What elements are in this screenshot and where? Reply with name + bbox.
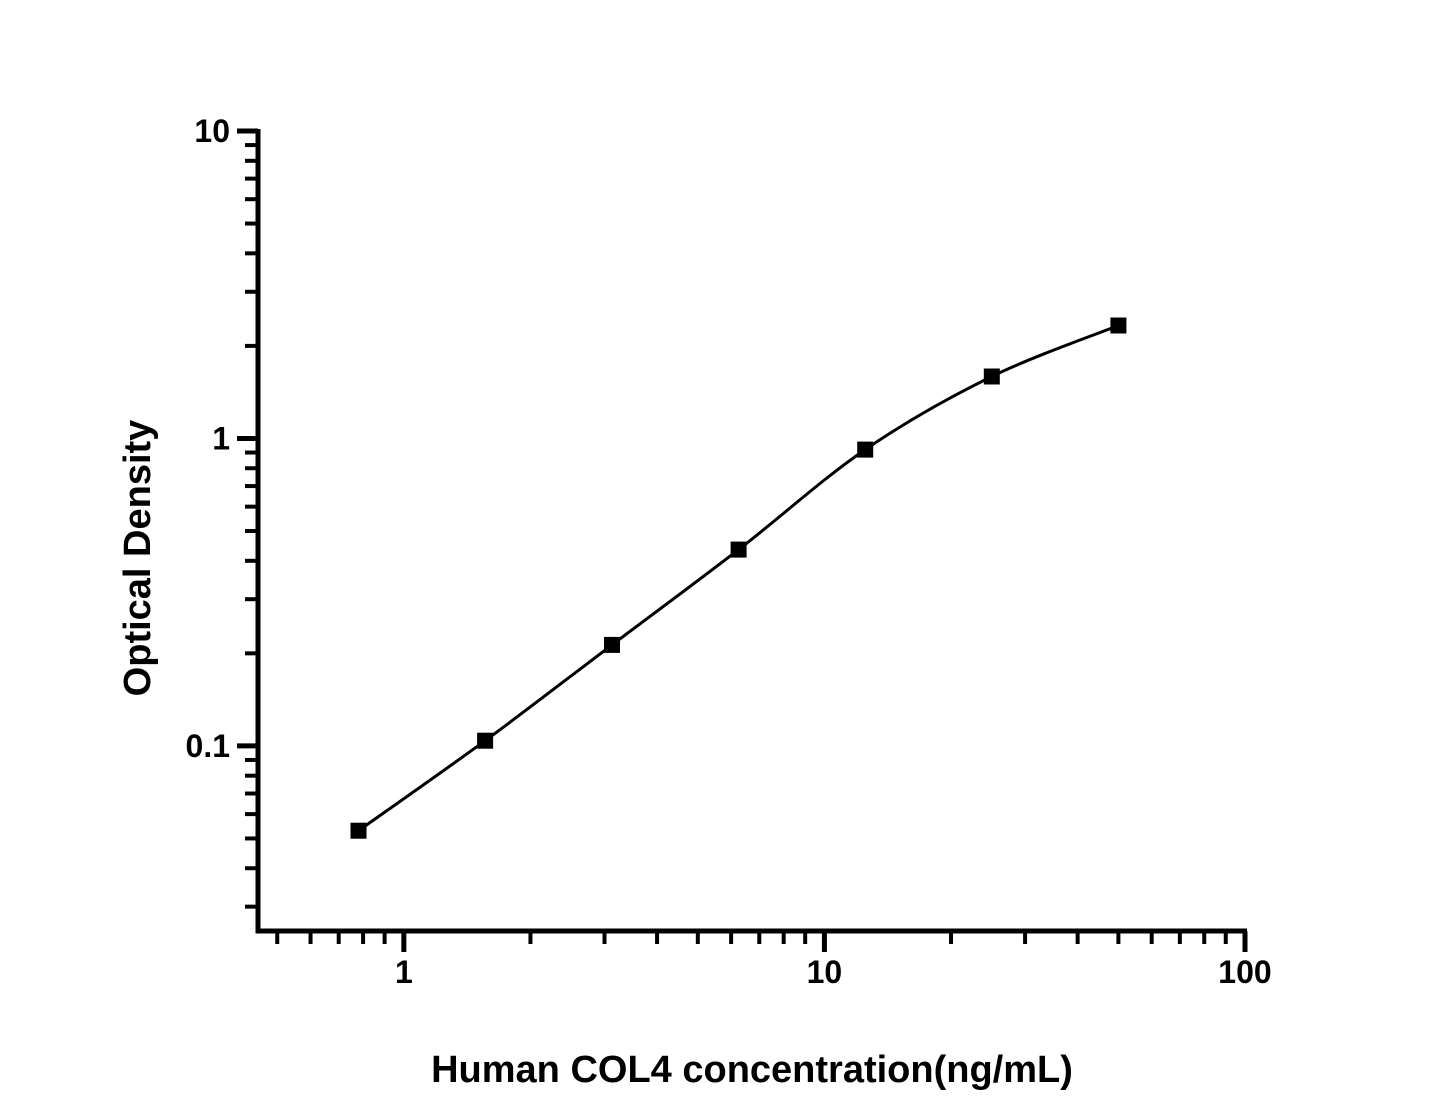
- axes-lines: [255, 129, 1247, 934]
- y-axis-title: Optical Density: [117, 420, 159, 697]
- x-tick-label: 10: [807, 954, 843, 990]
- data-point-marker: [604, 636, 620, 653]
- curve-path: [357, 324, 1119, 832]
- data-point-marker: [857, 441, 874, 458]
- x-axis-title: Human COL4 concentration(ng/mL): [431, 1049, 1073, 1091]
- y-tick-label: 1: [212, 420, 230, 456]
- y-tick-label: 10: [194, 113, 230, 149]
- data-point-marker: [1110, 317, 1127, 334]
- data-point-marker: [730, 541, 747, 558]
- x-tick-label: 100: [1218, 954, 1271, 990]
- data-point-marker: [983, 368, 1000, 385]
- y-tick-label: 0.1: [186, 728, 230, 764]
- data-point-marker: [477, 732, 494, 749]
- x-tick-label: 1: [395, 954, 413, 990]
- data-point-marker: [350, 822, 367, 839]
- chart-canvas: 1 10 100 0.1 1 10: [186, 113, 1272, 990]
